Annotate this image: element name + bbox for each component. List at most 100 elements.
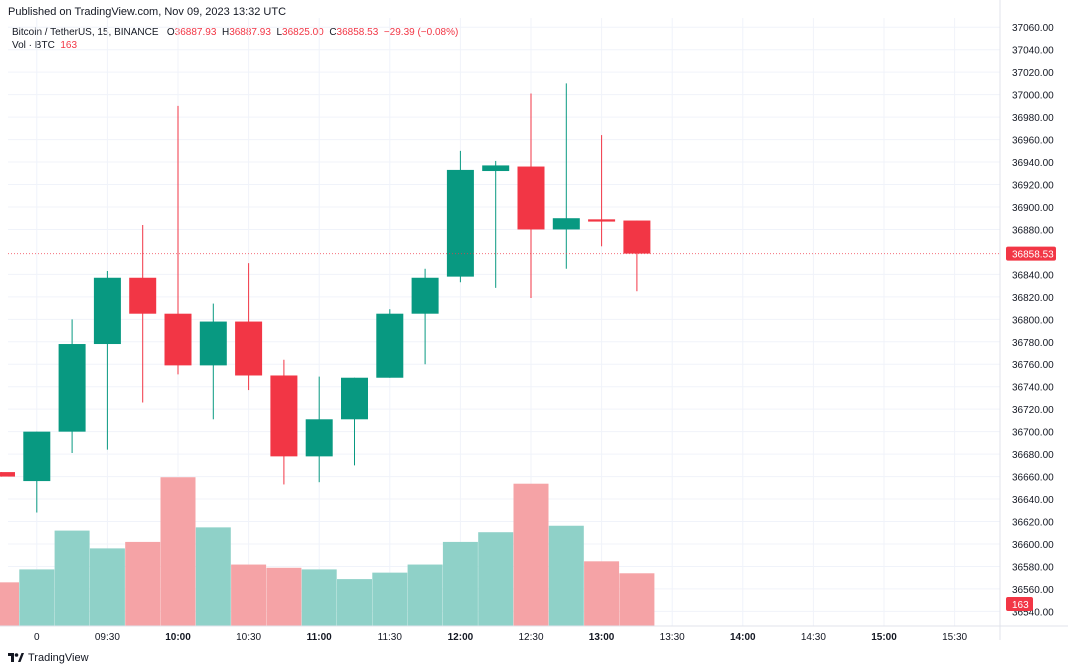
candle-body bbox=[199, 321, 227, 366]
last-price-badge bbox=[1006, 246, 1056, 261]
chart-legend: Bitcoin / TetherUS, 15, BINANCE O36887.9… bbox=[12, 26, 458, 52]
candle-body bbox=[164, 313, 192, 366]
price-tick-label: 36780.00 bbox=[1012, 338, 1054, 349]
volume-bars bbox=[0, 477, 655, 626]
time-tick-label: 12:30 bbox=[518, 632, 543, 643]
price-axis[interactable]: 36540.00 36560.00 36580.00 36600.00 36620.00… bbox=[999, 0, 1056, 640]
tradingview-brand[interactable]: TradingView bbox=[8, 652, 89, 664]
time-tick-label: 10:30 bbox=[236, 632, 261, 643]
high-label: H bbox=[221, 27, 230, 38]
price-tick-label: 36800.00 bbox=[1012, 315, 1054, 326]
time-tick-label: 15:00 bbox=[871, 632, 897, 643]
candle-body bbox=[588, 219, 616, 222]
published-header: Published on TradingView.com, Nov 09, 20… bbox=[8, 6, 287, 18]
candle-body bbox=[376, 313, 404, 378]
close-label: C bbox=[329, 27, 337, 38]
time-axis[interactable]: 0 09:30 10:00 10:30 11:00 11:30 12:00 12:30 13:0… bbox=[0, 625, 1068, 643]
price-tick-label: 36660.00 bbox=[1012, 473, 1054, 484]
last-price-label: 36858.53 bbox=[1012, 250, 1054, 261]
volume-bar bbox=[337, 579, 372, 626]
volume-bar bbox=[19, 569, 55, 626]
price-tick-label: 36940.00 bbox=[1012, 158, 1054, 169]
candle-body bbox=[482, 165, 510, 172]
candle-body bbox=[235, 321, 263, 376]
time-tick-label: 15:30 bbox=[942, 632, 967, 643]
candle-body bbox=[517, 166, 545, 230]
symbol-label[interactable]: Bitcoin / TetherUS, 15, BINANCE bbox=[12, 27, 159, 38]
price-tick-label: 37020.00 bbox=[1012, 68, 1054, 79]
candle-body bbox=[552, 218, 580, 230]
price-tick-label: 36740.00 bbox=[1012, 383, 1054, 394]
time-tick-label: 11:30 bbox=[378, 632, 403, 643]
candle-body bbox=[341, 377, 368, 420]
price-tick-label: 36680.00 bbox=[1012, 450, 1054, 461]
time-tick-label: 14:30 bbox=[801, 632, 826, 643]
candle-body bbox=[270, 375, 298, 457]
volume-bar bbox=[54, 530, 90, 626]
last-volume-label: 163 bbox=[1012, 600, 1029, 611]
candle-body bbox=[58, 344, 86, 432]
price-candles bbox=[0, 83, 651, 513]
price-tick-label: 36540.00 bbox=[1012, 607, 1054, 618]
volume-bar bbox=[125, 541, 161, 626]
last-volume-badge bbox=[1006, 597, 1033, 611]
volume-bar bbox=[89, 548, 125, 626]
candle-body bbox=[93, 277, 121, 345]
candle-body bbox=[411, 277, 439, 314]
volume-bar bbox=[0, 582, 19, 626]
volume-value: 163 bbox=[60, 40, 78, 51]
candle-body bbox=[305, 419, 333, 457]
volume-label[interactable]: Vol · BTC bbox=[12, 40, 55, 51]
volume-bar bbox=[372, 572, 408, 626]
price-tick-label: 37000.00 bbox=[1012, 91, 1054, 102]
open-label: O bbox=[166, 27, 175, 38]
price-tick-label: 36700.00 bbox=[1012, 428, 1054, 439]
volume-bar bbox=[266, 567, 302, 626]
time-tick-label: 09:30 bbox=[95, 632, 120, 643]
low-label: L bbox=[276, 27, 283, 38]
volume-bar bbox=[513, 483, 549, 626]
price-tick-label: 36980.00 bbox=[1012, 113, 1054, 124]
price-tick-label: 36760.00 bbox=[1012, 360, 1054, 371]
price-tick-label: 36620.00 bbox=[1012, 518, 1054, 529]
volume-bar bbox=[195, 527, 231, 626]
volume-bar bbox=[442, 541, 478, 626]
time-tick-label: 10:00 bbox=[165, 632, 191, 643]
time-tick-label: 11:00 bbox=[307, 632, 332, 643]
price-tick-label: 36720.00 bbox=[1012, 405, 1054, 416]
candle-body bbox=[446, 169, 474, 277]
price-tick-label: 36880.00 bbox=[1012, 225, 1054, 236]
volume-bar bbox=[231, 564, 267, 626]
volume-bar bbox=[478, 532, 514, 626]
volume-bar bbox=[160, 477, 196, 626]
high-value: 36887.93 bbox=[229, 27, 271, 38]
time-tick-label: 12:00 bbox=[448, 632, 474, 643]
time-tick-label: 0 bbox=[34, 632, 40, 643]
low-value: 36825.00 bbox=[282, 27, 324, 38]
price-tick-label: 36560.00 bbox=[1012, 585, 1054, 596]
open-value: 36887.93 bbox=[174, 27, 217, 38]
price-tick-label: 37040.00 bbox=[1012, 46, 1054, 57]
volume-legend-row: Vol · BTC 163 bbox=[12, 39, 458, 52]
tradingview-logo-icon bbox=[8, 653, 24, 662]
brand-name: TradingView bbox=[28, 652, 89, 664]
volume-bar bbox=[584, 561, 620, 626]
volume-bar bbox=[301, 569, 337, 626]
price-tick-label: 36920.00 bbox=[1012, 181, 1054, 192]
ohlc-legend-row: Bitcoin / TetherUS, 15, BINANCE O36887.9… bbox=[12, 26, 458, 39]
time-tick-label: 13:30 bbox=[660, 632, 685, 643]
price-tick-label: 36580.00 bbox=[1012, 562, 1054, 573]
candle-body bbox=[129, 277, 157, 314]
close-value: 36858.53 bbox=[336, 27, 379, 38]
volume-bar bbox=[407, 564, 443, 626]
time-tick-label: 13:00 bbox=[589, 632, 615, 643]
price-tick-label: 36600.00 bbox=[1012, 540, 1054, 551]
candle-body bbox=[0, 472, 15, 477]
volume-bar bbox=[548, 525, 584, 626]
price-tick-label: 37060.00 bbox=[1012, 23, 1054, 34]
time-tick-label: 14:00 bbox=[730, 632, 756, 643]
price-tick-label: 36840.00 bbox=[1012, 270, 1054, 281]
candle-body bbox=[623, 220, 651, 254]
price-tick-label: 36960.00 bbox=[1012, 136, 1054, 147]
